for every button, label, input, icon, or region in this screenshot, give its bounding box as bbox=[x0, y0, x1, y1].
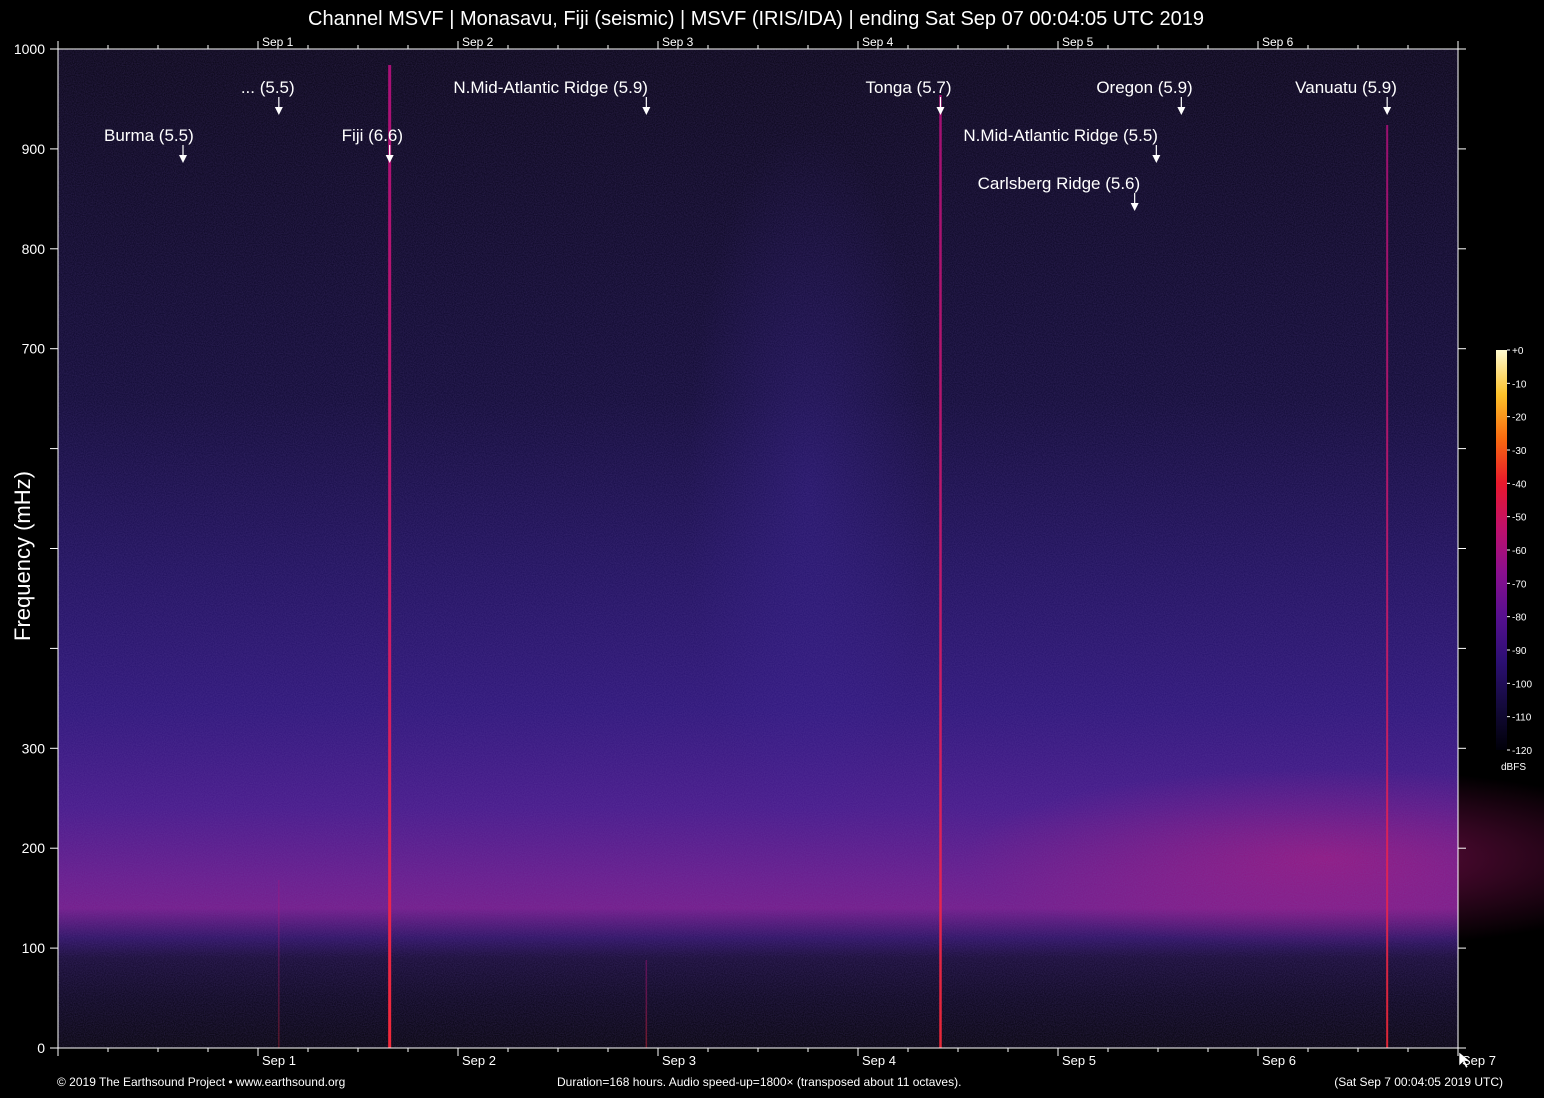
event-arrow-icon bbox=[1152, 155, 1161, 163]
colorbar-tick-label: -10 bbox=[1512, 379, 1527, 390]
footer-timestamp: (Sat Sep 7 00:04:05 2019 UTC) bbox=[1334, 1075, 1503, 1089]
noise-texture bbox=[58, 49, 1458, 1048]
x-tick-label: Sep 6 bbox=[1262, 1053, 1296, 1068]
event-arrow-icon bbox=[274, 107, 283, 115]
event-annotation: N.Mid-Atlantic Ridge (5.9) bbox=[453, 78, 651, 115]
y-tick-label: 300 bbox=[22, 740, 46, 756]
colorbar-tick-label: -50 bbox=[1512, 513, 1527, 524]
event-lines bbox=[278, 65, 1389, 1048]
y-tick-label: 1000 bbox=[14, 41, 45, 57]
event-annotation: N.Mid-Atlantic Ridge (5.5) bbox=[963, 126, 1161, 163]
event-annotation: Tonga (5.7) bbox=[866, 78, 952, 115]
event-label: Oregon (5.9) bbox=[1096, 78, 1192, 97]
y-tick-label: 0 bbox=[37, 1040, 45, 1056]
y-tick-label: 800 bbox=[22, 241, 46, 257]
colorbar-tick-label: -80 bbox=[1512, 613, 1527, 624]
y-tick-label: 200 bbox=[22, 840, 46, 856]
event-annotation: Oregon (5.9) bbox=[1096, 78, 1193, 115]
x-tick-label-top: Sep 6 bbox=[1262, 35, 1294, 49]
colorbar-tick-label: -30 bbox=[1512, 446, 1527, 457]
x-tick-label: Sep 1 bbox=[262, 1053, 296, 1068]
mouse-cursor-icon bbox=[1458, 1051, 1471, 1069]
event-streak bbox=[278, 880, 280, 1048]
event-annotation: Fiji (6.6) bbox=[342, 126, 403, 163]
colorbar-tick-label: -60 bbox=[1512, 546, 1527, 557]
event-label: ... (5.5) bbox=[241, 78, 295, 97]
event-streak bbox=[1386, 125, 1389, 1048]
colorbar-tick-label: +0 bbox=[1512, 346, 1524, 357]
x-tick-label: Sep 5 bbox=[1062, 1053, 1096, 1068]
y-axis: 0 100 200 300 700 800 900 1000 bbox=[14, 41, 1466, 1056]
x-tick-label: Sep 2 bbox=[462, 1053, 496, 1068]
colorbar-tick-label: -20 bbox=[1512, 413, 1527, 424]
x-axis-bottom: Sep 1 Sep 2 Sep 3 Sep 4 Sep 5 Sep 6 Sep 7 bbox=[57, 1048, 1496, 1068]
event-label: N.Mid-Atlantic Ridge (5.5) bbox=[963, 126, 1158, 145]
event-streak bbox=[645, 960, 648, 1048]
event-arrow-icon bbox=[642, 107, 651, 115]
event-streak bbox=[939, 95, 942, 1048]
x-tick-label-top: Sep 1 bbox=[262, 35, 294, 49]
y-tick-label: 700 bbox=[22, 341, 46, 357]
event-label: Tonga (5.7) bbox=[866, 78, 952, 97]
footer-duration: Duration=168 hours. Audio speed-up=1800×… bbox=[557, 1075, 962, 1089]
event-arrow-icon bbox=[1130, 203, 1139, 211]
colorbar-tick-label: -110 bbox=[1512, 713, 1532, 724]
event-label: Burma (5.5) bbox=[104, 126, 194, 145]
event-label: N.Mid-Atlantic Ridge (5.9) bbox=[453, 78, 648, 97]
x-tick-label: Sep 7 bbox=[1462, 1053, 1496, 1068]
y-tick-label: 900 bbox=[22, 141, 46, 157]
event-arrow-icon bbox=[385, 155, 394, 163]
event-annotations: Burma (5.5) ... (5.5) Fiji (6.6) N.Mid-Atla… bbox=[104, 78, 1397, 211]
colorbar-scale bbox=[1496, 350, 1507, 750]
event-annotation: Burma (5.5) bbox=[104, 126, 194, 163]
colorbar-tick-label: -70 bbox=[1512, 579, 1527, 590]
event-arrow-icon bbox=[1177, 107, 1186, 115]
event-arrow-icon bbox=[936, 107, 945, 115]
x-tick-label-top: Sep 5 bbox=[1062, 35, 1094, 49]
event-label: Vanuatu (5.9) bbox=[1295, 78, 1397, 97]
colorbar-tick-label: -40 bbox=[1512, 479, 1527, 490]
event-label: Fiji (6.6) bbox=[342, 126, 403, 145]
footer-copyright: © 2019 The Earthsound Project • www.eart… bbox=[57, 1075, 346, 1089]
event-annotation: ... (5.5) bbox=[241, 78, 295, 115]
colorbar-tick-label: -120 bbox=[1512, 746, 1532, 757]
y-axis-label: Frequency (mHz) bbox=[10, 471, 35, 641]
colorbar: +0 -10 -20 -30 -40 -50 -60 -70 -80 -90 -100 -110 -12… bbox=[1496, 346, 1532, 757]
event-arrow-icon bbox=[179, 155, 187, 163]
x-axis-top: Sep 1 Sep 2 Sep 3 Sep 4 Sep 5 Sep 6 bbox=[57, 35, 1459, 49]
x-tick-label-top: Sep 3 bbox=[662, 35, 694, 49]
plot-background bbox=[58, 49, 1544, 1048]
x-tick-label: Sep 4 bbox=[862, 1053, 896, 1068]
event-streak bbox=[388, 65, 392, 1048]
x-tick-label-top: Sep 4 bbox=[862, 35, 894, 49]
y-tick-label: 100 bbox=[22, 940, 46, 956]
x-tick-label-top: Sep 2 bbox=[462, 35, 494, 49]
event-label: Carlsberg Ridge (5.6) bbox=[978, 174, 1141, 193]
event-annotation: Vanuatu (5.9) bbox=[1295, 78, 1397, 115]
colorbar-tick-label: -90 bbox=[1512, 646, 1527, 657]
event-arrow-icon bbox=[1383, 107, 1392, 115]
colorbar-tick-label: -100 bbox=[1512, 679, 1532, 690]
x-tick-label: Sep 3 bbox=[662, 1053, 696, 1068]
colorbar-unit: dBFS bbox=[1501, 762, 1527, 773]
chart-title: Channel MSVF | Monasavu, Fiji (seismic) … bbox=[308, 8, 1204, 30]
event-annotation: Carlsberg Ridge (5.6) bbox=[978, 174, 1141, 211]
